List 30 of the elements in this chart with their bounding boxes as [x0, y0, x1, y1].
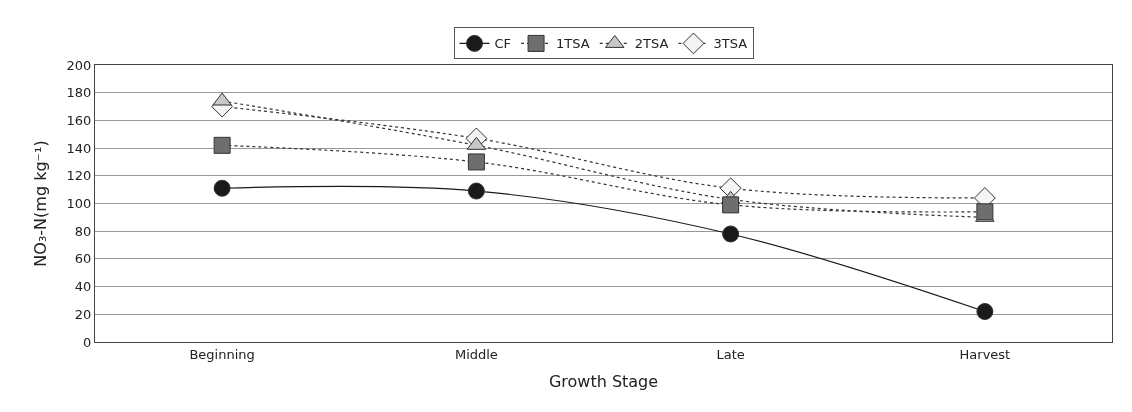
- legend-label: CF: [494, 36, 512, 52]
- y-tick-label: 40: [74, 279, 92, 295]
- x-tick-label: Beginning: [189, 346, 255, 362]
- y-tick-label: 140: [66, 140, 92, 156]
- x-axis-title: Growth Stage: [548, 372, 659, 392]
- y-tick-label: 120: [66, 168, 92, 184]
- legend-label: 3TSA: [713, 36, 748, 52]
- y-tick-label: 160: [66, 112, 92, 128]
- point: [213, 136, 231, 154]
- point: [976, 203, 994, 221]
- point: [467, 182, 485, 200]
- y-tick-label: 80: [74, 223, 92, 239]
- x-tick-label: Late: [716, 346, 745, 362]
- y-tick-label: 0: [83, 334, 92, 350]
- y-axis-title: NO₃-N(mg kg⁻¹): [31, 140, 51, 267]
- legend-label: 1TSA: [556, 36, 590, 52]
- point: [976, 303, 994, 321]
- point: [467, 153, 485, 171]
- x-tick-label: Middle: [454, 346, 498, 362]
- y-tick-label: 100: [66, 196, 92, 212]
- y-tick-label: 60: [74, 251, 92, 267]
- x-tick-label: Harvest: [959, 346, 1011, 362]
- point: [722, 225, 740, 243]
- point: [212, 92, 232, 106]
- y-tick-label: 20: [74, 306, 92, 322]
- y-tick-label: 180: [66, 85, 92, 101]
- legend-label: 2TSA: [634, 36, 669, 52]
- y-tick-label: 200: [66, 57, 92, 73]
- point: [213, 179, 231, 197]
- point: [722, 196, 740, 214]
